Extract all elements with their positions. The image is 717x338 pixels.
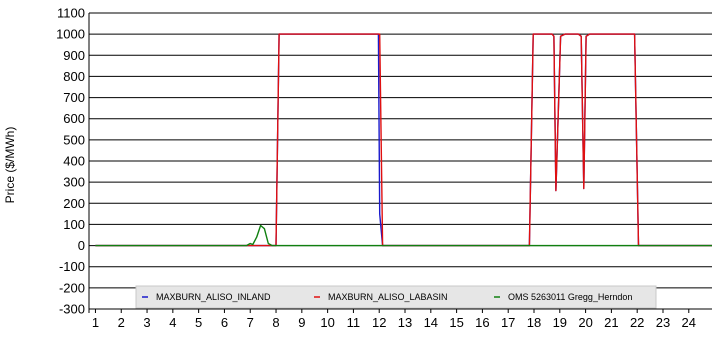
gridlines xyxy=(89,12,712,310)
x-tick-labels: 1 2 3 4 5 6 7 8 9 10 11 12 13 14 15 16 17 18 19 20 21 22 23 24 xyxy=(92,309,696,330)
series-lines xyxy=(95,33,712,247)
x-tick-label: 24 xyxy=(682,315,696,330)
x-tick-label: 19 xyxy=(553,315,567,330)
x-tick-label: 7 xyxy=(247,315,254,330)
x-tick-label: 22 xyxy=(630,315,644,330)
y-tick-label: 800 xyxy=(63,69,85,84)
y-tick-label: 900 xyxy=(63,48,85,63)
x-tick-label: 8 xyxy=(272,315,279,330)
series-line-oms-5263011-gregg-herndon xyxy=(95,224,712,247)
y-tick-label: 1100 xyxy=(57,6,85,21)
x-tick-label: 12 xyxy=(372,315,386,330)
axes xyxy=(88,13,712,313)
y-tick-labels: 110010009008007006005004003002001000-100… xyxy=(56,6,85,317)
x-tick-label: 10 xyxy=(320,315,334,330)
x-tick-label: 2 xyxy=(118,315,125,330)
legend-entry-label: MAXBURN_ALISO_INLAND xyxy=(156,292,271,302)
y-tick-label: 300 xyxy=(63,175,85,190)
series-line-maxburn-aliso-labasin xyxy=(95,33,712,247)
y-tick-label: 500 xyxy=(63,132,85,147)
y-axis-title: Price ($/MWh) xyxy=(3,127,17,204)
x-tick-label: 15 xyxy=(449,315,463,330)
y-tick-label: 0 xyxy=(78,238,85,253)
x-tick-label: 20 xyxy=(578,315,592,330)
y-tick-label: 700 xyxy=(63,90,85,105)
x-tick-label: 23 xyxy=(656,315,670,330)
y-tick-label: 600 xyxy=(63,111,85,126)
legend-items: MAXBURN_ALISO_INLAND MAXBURN_ALISO_LABASI… xyxy=(142,292,632,302)
x-tick-label: 6 xyxy=(221,315,228,330)
x-tick-label: 14 xyxy=(424,315,438,330)
x-tick-label: 5 xyxy=(195,315,202,330)
x-tick-label: 17 xyxy=(501,315,515,330)
x-tick-label: 13 xyxy=(398,315,412,330)
y-tick-label: 1000 xyxy=(56,27,85,42)
legend-entry-label: MAXBURN_ALISO_LABASIN xyxy=(328,292,448,302)
y-tick-label: -100 xyxy=(59,259,85,274)
x-tick-label: 18 xyxy=(527,315,541,330)
legend-box xyxy=(135,285,657,309)
x-tick-label: 16 xyxy=(475,315,489,330)
legend: MAXBURN_ALISO_INLAND MAXBURN_ALISO_LABASI… xyxy=(135,285,657,309)
y-tick-label: 100 xyxy=(63,217,85,232)
y-tick-label: 400 xyxy=(63,154,85,169)
y-tick-label: 200 xyxy=(63,196,85,211)
y-tick-label: -200 xyxy=(59,280,85,295)
x-tick-label: 21 xyxy=(604,315,618,330)
y-tick-label: -300 xyxy=(59,302,85,317)
x-tick-label: 3 xyxy=(143,315,150,330)
x-tick-label: 1 xyxy=(92,315,99,330)
legend-entry-label: OMS 5263011 Gregg_Herndon xyxy=(508,292,632,302)
x-tick-label: 11 xyxy=(347,315,361,330)
x-tick-label: 4 xyxy=(169,315,176,330)
x-tick-label: 9 xyxy=(298,315,305,330)
